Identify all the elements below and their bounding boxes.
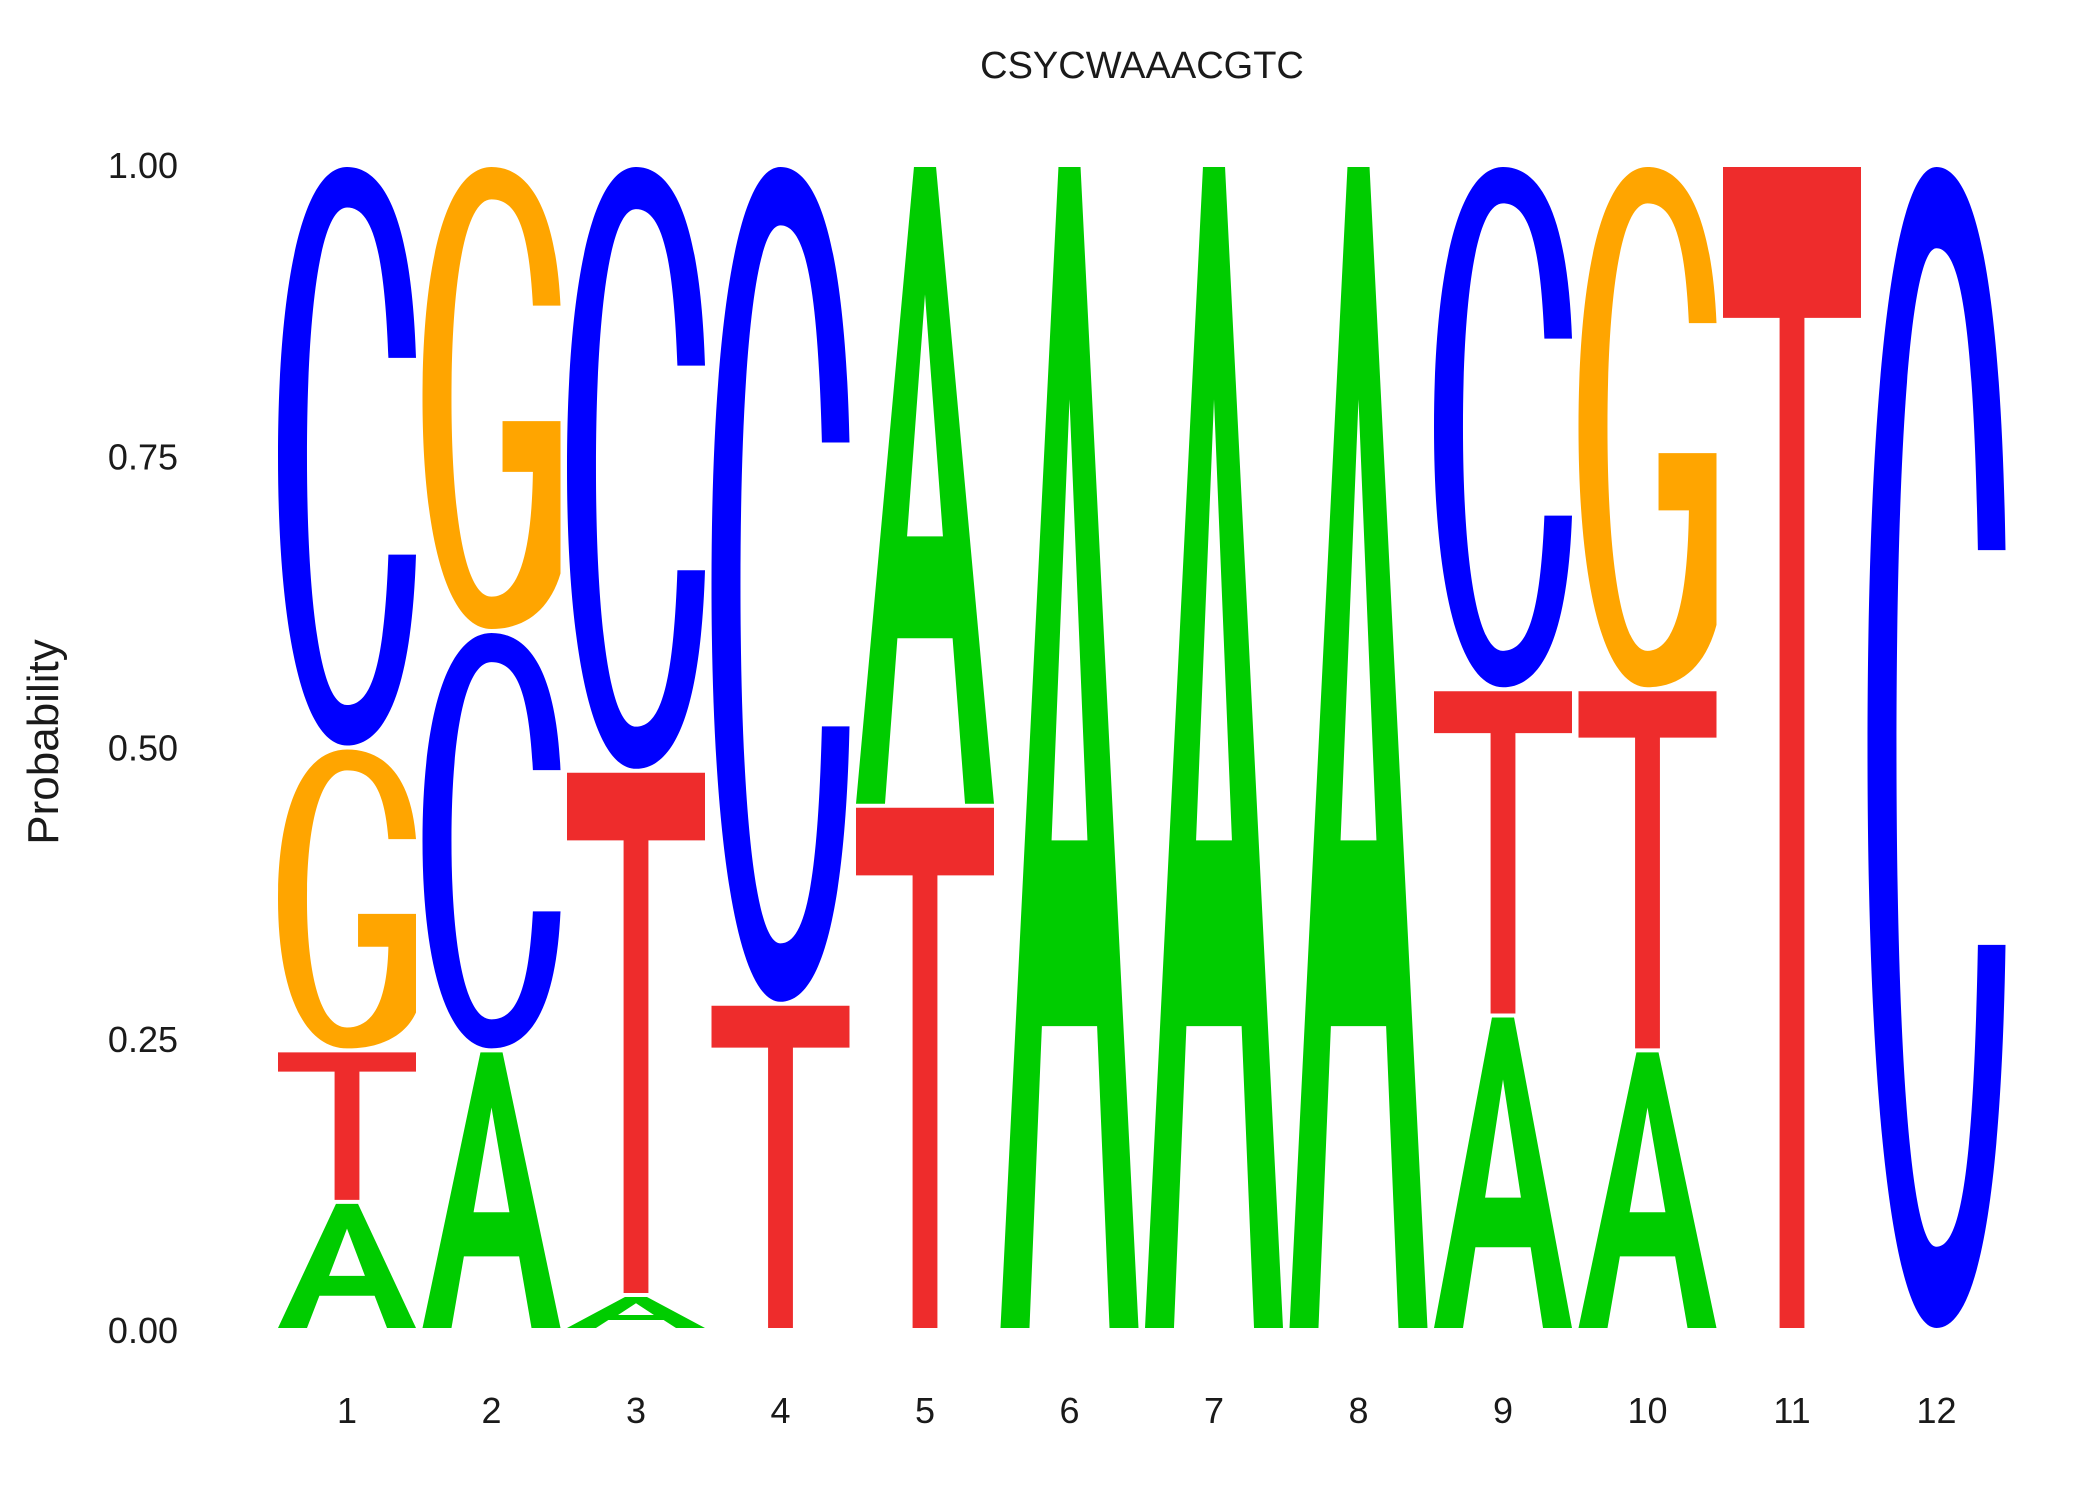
- x-tick-label: 9: [1493, 1390, 1513, 1431]
- logo-letter-g: [278, 749, 416, 1049]
- logo-letter-a: [856, 167, 994, 804]
- x-tick-label: 11: [1773, 1390, 1810, 1431]
- logo-letter-a: [567, 1297, 705, 1328]
- logo-letter-t: [567, 772, 705, 1294]
- logo-letter-c: [1434, 167, 1572, 688]
- x-tick-label: 4: [770, 1390, 790, 1431]
- logo-letter-c: [711, 167, 850, 1002]
- logo-letter-a: [1578, 1052, 1717, 1328]
- x-tick-label: 12: [1916, 1390, 1956, 1431]
- logo-letter-c: [1867, 167, 2006, 1328]
- logo-letter-a: [1000, 167, 1139, 1328]
- y-tick-label: 0.00: [108, 1310, 178, 1351]
- logo-letter-g: [1578, 167, 1717, 688]
- x-tick-label: 3: [626, 1390, 646, 1431]
- logo-letter-g: [422, 167, 561, 629]
- x-tick-label: 7: [1204, 1390, 1224, 1431]
- logo-letter-t: [278, 1052, 416, 1200]
- logo-letter-t: [856, 807, 994, 1328]
- logo-letter-a: [278, 1203, 416, 1328]
- y-tick-label: 0.25: [108, 1019, 178, 1060]
- y-tick-label: 1.00: [108, 145, 178, 186]
- chart-title: CSYCWAAACGTC: [980, 45, 1304, 87]
- y-tick-label: 0.75: [108, 436, 178, 477]
- x-tick-label: 10: [1627, 1390, 1667, 1431]
- logo-letter-t: [1723, 167, 1861, 1328]
- logo-letter-c: [567, 167, 705, 769]
- logo-letter-a: [1145, 167, 1283, 1328]
- x-axis-ticks: 1 2 3 4 5 6 7 8 9 10 11 12: [337, 1390, 1957, 1431]
- logo-letter-c: [422, 633, 561, 1049]
- y-axis-label: Probability: [19, 639, 68, 844]
- y-tick-label: 0.50: [108, 728, 178, 769]
- logo-letter-t: [1434, 691, 1572, 1014]
- logo-letter-t: [711, 1005, 850, 1328]
- x-tick-label: 2: [481, 1390, 501, 1431]
- logo-letters: [278, 167, 2006, 1328]
- logo-letter-a: [422, 1052, 561, 1328]
- logo-letter-c: [278, 167, 416, 746]
- x-tick-label: 1: [337, 1390, 357, 1431]
- x-tick-label: 6: [1059, 1390, 1079, 1431]
- logo-letter-t: [1578, 691, 1717, 1049]
- logo-letter-a: [1434, 1017, 1572, 1328]
- y-axis-ticks: 0.00 0.25 0.50 0.75 1.00: [108, 145, 178, 1351]
- logo-letter-a: [1289, 167, 1428, 1328]
- x-tick-label: 8: [1348, 1390, 1368, 1431]
- x-tick-label: 5: [915, 1390, 935, 1431]
